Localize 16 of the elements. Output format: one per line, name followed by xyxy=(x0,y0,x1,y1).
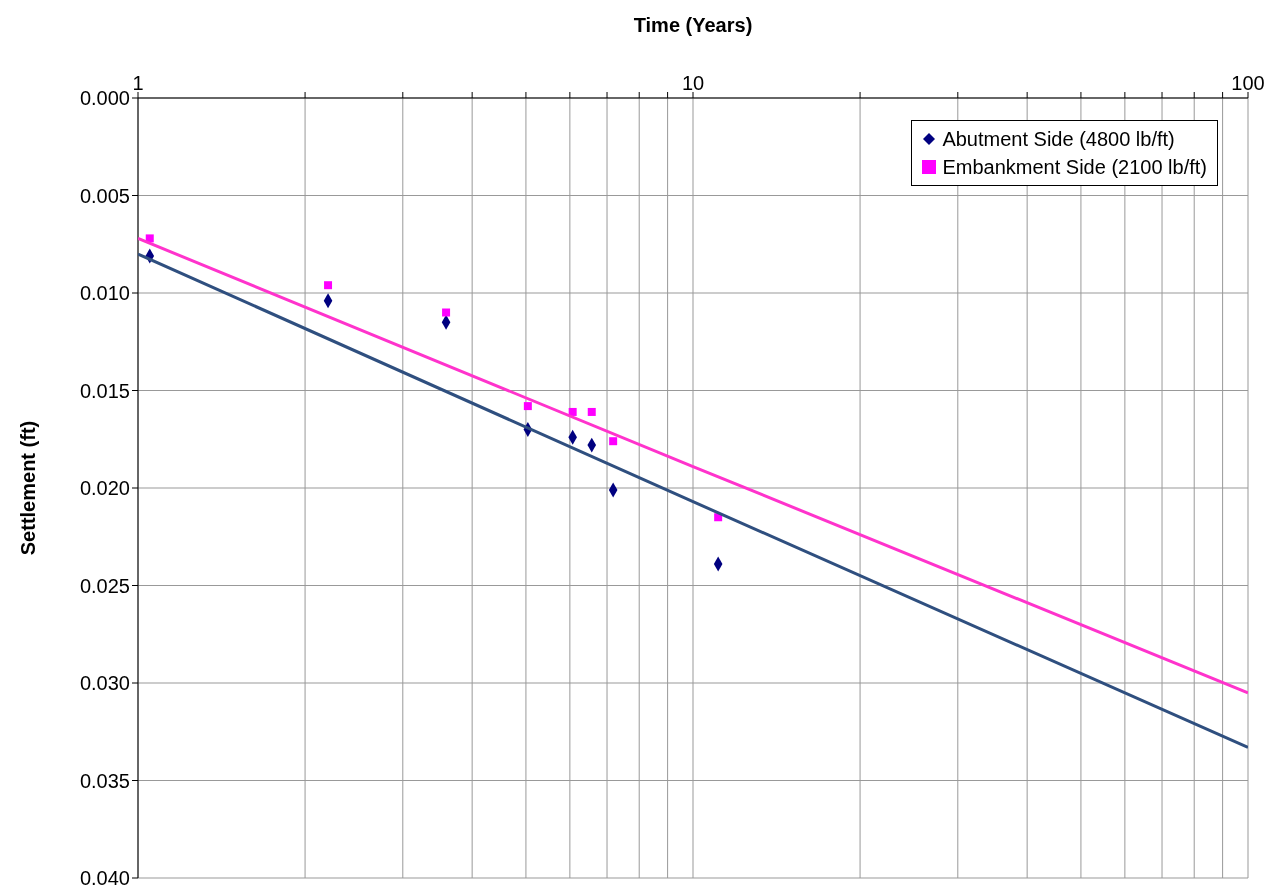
x-tick-label: 100 xyxy=(1231,72,1265,94)
y-axis-title: Settlement (ft) xyxy=(17,420,40,556)
y-tick-label: 0.010 xyxy=(79,282,130,305)
legend-label: Embankment Side (2100 lb/ft) xyxy=(942,155,1207,180)
y-tick-label: 0.020 xyxy=(79,477,130,500)
x-axis-title: Time (Years) xyxy=(633,14,753,37)
x-tick-label: 1 xyxy=(132,72,144,94)
y-tick-label: 0.005 xyxy=(79,184,130,207)
legend-label: Abutment Side (4800 lb/ft) xyxy=(942,127,1175,152)
y-tick-label: 0.025 xyxy=(79,574,130,597)
y-tick-label: 0.035 xyxy=(79,769,130,792)
y-tick-label: 0.030 xyxy=(79,672,130,695)
y-tick-label: 0.000 xyxy=(79,87,130,110)
y-tick-label: 0.015 xyxy=(79,379,130,402)
y-tick-label: 0.040 xyxy=(79,867,130,890)
x-tick-label: 10 xyxy=(681,72,705,94)
